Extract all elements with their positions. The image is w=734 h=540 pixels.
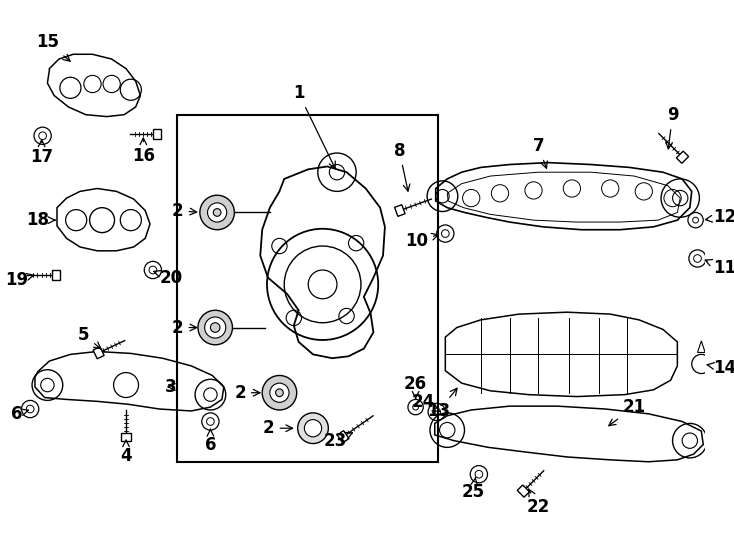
Text: 5: 5 [78, 326, 101, 349]
Polygon shape [697, 341, 705, 353]
Text: 2: 2 [234, 384, 260, 402]
Text: 2: 2 [263, 419, 293, 437]
Text: 17: 17 [30, 140, 54, 166]
Text: 2: 2 [172, 319, 197, 336]
Text: 11: 11 [705, 259, 734, 277]
Polygon shape [93, 347, 104, 359]
Circle shape [200, 195, 234, 230]
Circle shape [214, 208, 221, 217]
Circle shape [198, 310, 233, 345]
Text: 6: 6 [11, 405, 29, 423]
Polygon shape [517, 485, 529, 497]
Text: 21: 21 [608, 398, 646, 426]
Text: 10: 10 [405, 232, 438, 250]
Text: 22: 22 [527, 489, 550, 516]
Text: 19: 19 [5, 271, 34, 288]
Circle shape [270, 383, 289, 402]
Text: 4: 4 [120, 440, 132, 465]
Circle shape [275, 389, 283, 396]
Text: 25: 25 [462, 477, 484, 501]
Text: 13: 13 [427, 388, 457, 420]
Bar [177, 114, 437, 462]
Text: 7: 7 [532, 137, 548, 168]
Circle shape [305, 420, 321, 437]
Text: 3: 3 [165, 378, 177, 396]
Text: 18: 18 [26, 211, 55, 229]
Circle shape [262, 375, 297, 410]
Text: 15: 15 [36, 33, 70, 61]
Circle shape [298, 413, 328, 443]
Text: 16: 16 [132, 138, 155, 165]
Text: 1: 1 [293, 84, 335, 168]
Circle shape [205, 317, 226, 338]
Text: 8: 8 [393, 141, 410, 191]
Text: 12: 12 [705, 208, 734, 226]
Text: 20: 20 [153, 269, 183, 287]
Text: 6: 6 [205, 429, 216, 454]
Text: 2: 2 [172, 201, 197, 220]
Text: 26: 26 [404, 375, 427, 399]
Polygon shape [52, 270, 60, 280]
Polygon shape [677, 151, 688, 163]
Polygon shape [121, 433, 131, 441]
Polygon shape [153, 129, 161, 139]
Circle shape [211, 323, 220, 332]
Polygon shape [395, 205, 405, 217]
Polygon shape [337, 430, 349, 443]
Text: 24: 24 [412, 393, 440, 411]
Text: 9: 9 [666, 106, 678, 149]
Text: 23: 23 [323, 431, 352, 450]
Circle shape [208, 203, 227, 222]
Text: 14: 14 [707, 359, 734, 377]
